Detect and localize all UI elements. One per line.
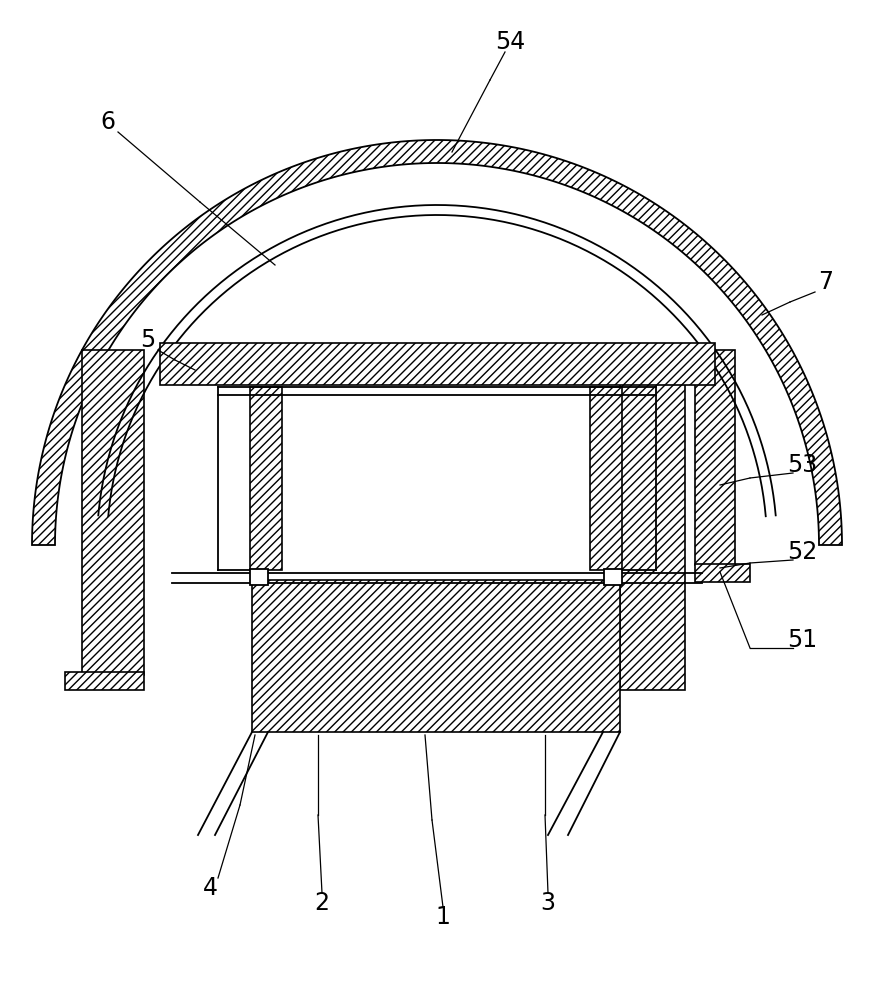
Text: 4: 4 [203, 876, 218, 900]
Bar [250, 387, 282, 570]
Text: 52: 52 [787, 540, 817, 564]
Text: 1: 1 [435, 905, 450, 929]
Text: 5: 5 [141, 328, 156, 352]
Bar [65, 672, 144, 690]
Polygon shape [32, 140, 842, 545]
Text: 7: 7 [818, 270, 834, 294]
Bar [160, 343, 715, 385]
Bar [604, 569, 622, 585]
Text: 2: 2 [315, 891, 329, 915]
Bar [82, 350, 144, 675]
Text: 53: 53 [787, 453, 817, 477]
Text: 3: 3 [540, 891, 556, 915]
Bar [590, 387, 622, 570]
Text: 6: 6 [101, 110, 115, 134]
Bar [252, 580, 620, 732]
Bar [695, 564, 750, 582]
Bar [250, 569, 268, 585]
Text: 51: 51 [787, 628, 817, 652]
Text: 54: 54 [495, 30, 525, 54]
Bar [695, 350, 735, 565]
Bar [620, 350, 685, 690]
